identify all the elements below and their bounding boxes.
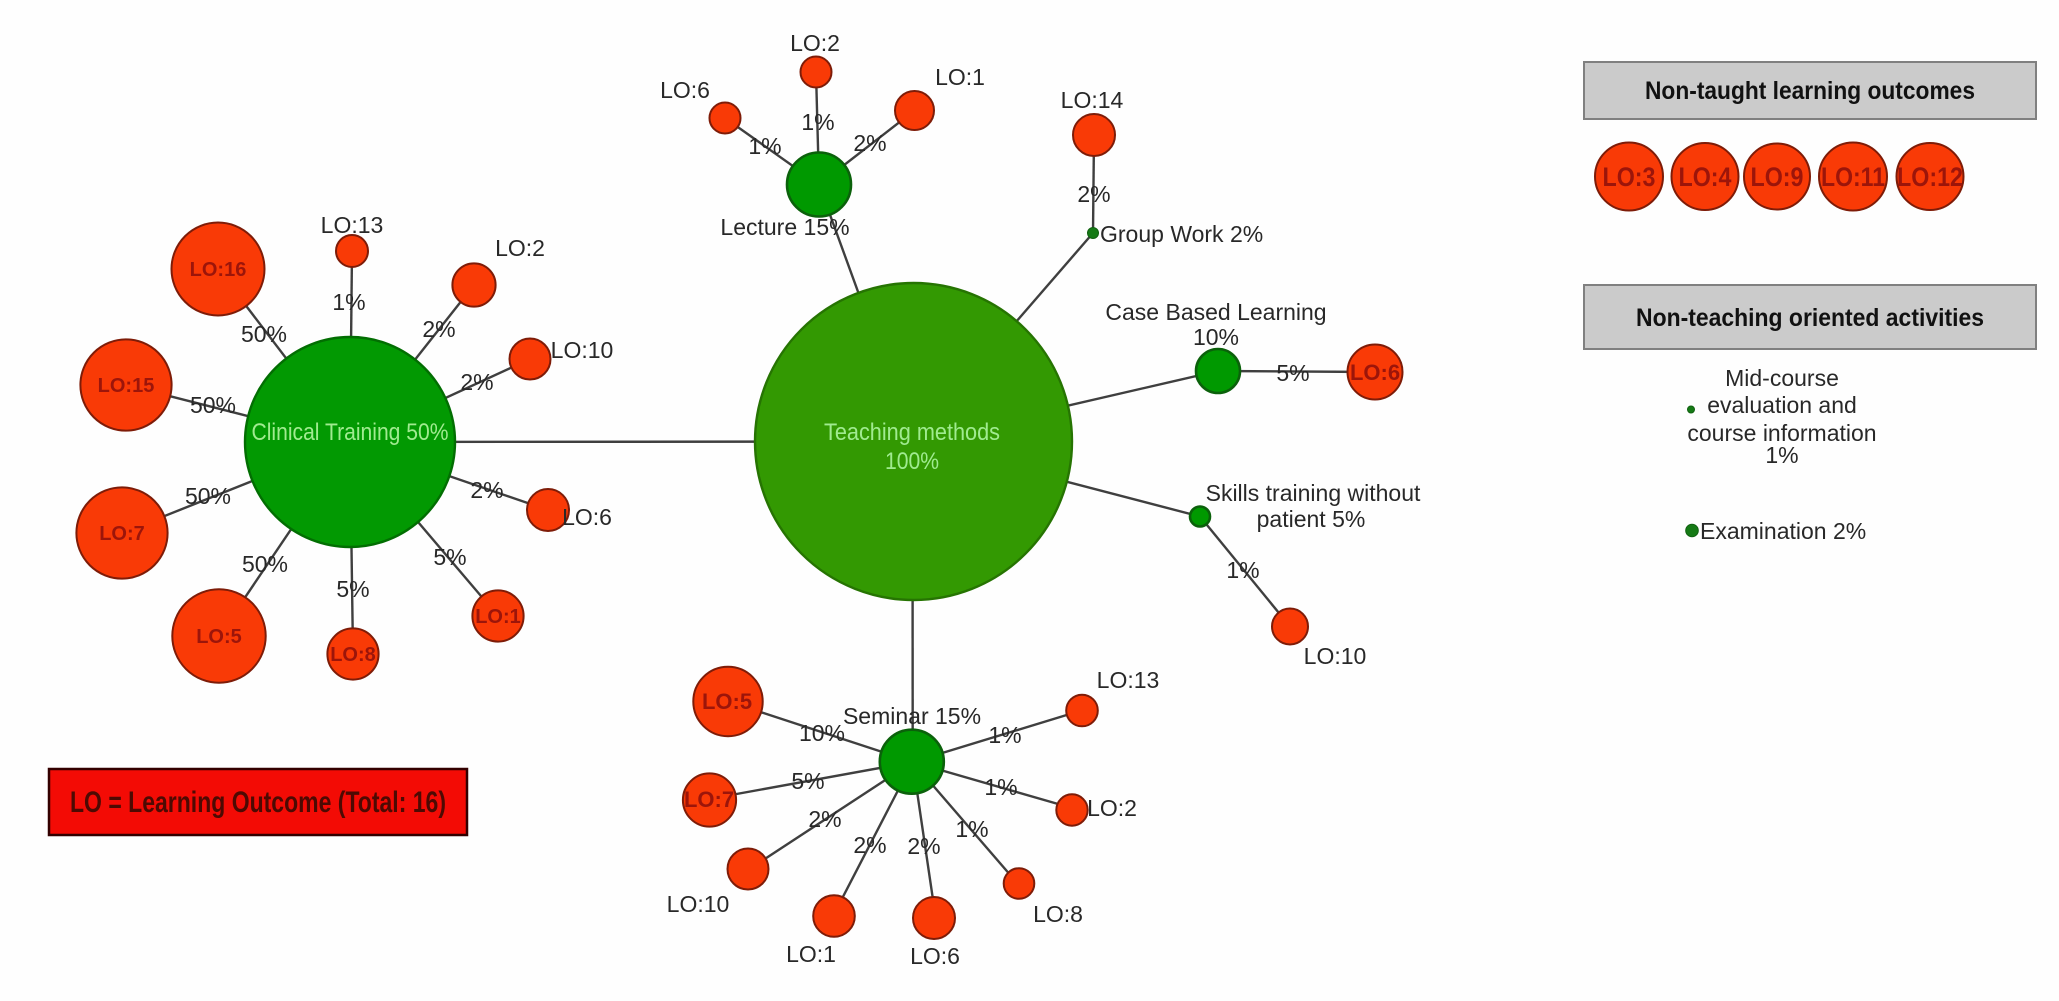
svg-text:LO:6: LO:6 <box>1350 360 1400 385</box>
svg-text:Skills training without: Skills training without <box>1206 480 1421 506</box>
svg-text:LO:1: LO:1 <box>786 941 836 967</box>
svg-text:LO:3: LO:3 <box>1603 162 1656 192</box>
svg-text:5%: 5% <box>433 544 466 570</box>
svg-text:course information: course information <box>1687 420 1876 446</box>
svg-text:5%: 5% <box>791 768 824 794</box>
svg-text:LO:7: LO:7 <box>99 523 145 545</box>
svg-text:LO:15: LO:15 <box>98 375 155 397</box>
svg-text:LO:4: LO:4 <box>1679 162 1732 192</box>
svg-text:LO:5: LO:5 <box>702 689 752 714</box>
svg-text:LO:7: LO:7 <box>684 787 734 812</box>
svg-text:LO:6: LO:6 <box>910 943 960 969</box>
svg-text:2%: 2% <box>460 369 493 395</box>
svg-text:1%: 1% <box>984 774 1017 800</box>
svg-text:1%: 1% <box>332 289 365 315</box>
svg-text:LO:14: LO:14 <box>1061 87 1124 113</box>
svg-text:LO:8: LO:8 <box>330 644 376 666</box>
svg-text:2%: 2% <box>853 832 886 858</box>
svg-text:Non-taught learning outcomes: Non-taught learning outcomes <box>1645 77 1975 105</box>
svg-text:Clinical Training 50%: Clinical Training 50% <box>252 419 449 446</box>
svg-text:Mid-course: Mid-course <box>1725 365 1839 391</box>
svg-text:LO:10: LO:10 <box>1304 643 1367 669</box>
svg-text:50%: 50% <box>190 392 236 418</box>
svg-text:50%: 50% <box>185 483 231 509</box>
svg-text:LO:11: LO:11 <box>1821 162 1885 192</box>
svg-text:1%: 1% <box>1765 442 1798 468</box>
svg-text:1%: 1% <box>801 109 834 135</box>
svg-text:1%: 1% <box>955 816 988 842</box>
svg-text:1%: 1% <box>1226 557 1259 583</box>
svg-text:100%: 100% <box>885 448 939 475</box>
svg-text:5%: 5% <box>336 576 369 602</box>
svg-text:Seminar 15%: Seminar 15% <box>843 703 981 729</box>
svg-text:10%: 10% <box>799 720 845 746</box>
svg-text:LO:2: LO:2 <box>790 30 840 56</box>
svg-text:Non-teaching oriented activiti: Non-teaching oriented activities <box>1636 304 1984 332</box>
svg-text:2%: 2% <box>422 316 455 342</box>
svg-text:2%: 2% <box>1077 181 1110 207</box>
svg-text:LO:6: LO:6 <box>562 504 612 530</box>
svg-text:LO:2: LO:2 <box>495 235 545 261</box>
svg-text:Case Based Learning: Case Based Learning <box>1105 299 1326 325</box>
svg-text:LO:12: LO:12 <box>1897 162 1963 192</box>
svg-text:LO = Learning Outcome (Total:: LO = Learning Outcome (Total: 16) <box>70 786 446 819</box>
svg-text:LO:9: LO:9 <box>1751 162 1804 192</box>
svg-text:LO:10: LO:10 <box>551 337 614 363</box>
svg-text:LO:2: LO:2 <box>1087 795 1137 821</box>
svg-text:Group Work 2%: Group Work 2% <box>1100 221 1263 247</box>
svg-text:2%: 2% <box>853 130 886 156</box>
svg-text:2%: 2% <box>470 477 503 503</box>
svg-text:LO:1: LO:1 <box>935 64 985 90</box>
svg-text:10%: 10% <box>1193 324 1239 350</box>
svg-text:50%: 50% <box>241 321 287 347</box>
svg-text:LO:1: LO:1 <box>475 606 521 628</box>
svg-text:50%: 50% <box>242 551 288 577</box>
svg-text:LO:6: LO:6 <box>660 77 710 103</box>
svg-text:1%: 1% <box>748 133 781 159</box>
svg-text:Lecture 15%: Lecture 15% <box>720 214 849 240</box>
svg-text:LO:16: LO:16 <box>190 259 247 281</box>
svg-text:LO:10: LO:10 <box>667 891 730 917</box>
svg-text:2%: 2% <box>907 833 940 859</box>
svg-text:1%: 1% <box>988 722 1021 748</box>
svg-text:LO:13: LO:13 <box>321 212 384 238</box>
svg-text:5%: 5% <box>1276 360 1309 386</box>
svg-text:Teaching methods: Teaching methods <box>824 419 1000 446</box>
svg-text:LO:8: LO:8 <box>1033 901 1083 927</box>
svg-text:evaluation and: evaluation and <box>1707 392 1857 418</box>
svg-text:Examination 2%: Examination 2% <box>1700 518 1866 544</box>
svg-text:patient 5%: patient 5% <box>1257 506 1366 532</box>
svg-text:LO:5: LO:5 <box>196 626 242 648</box>
svg-text:LO:13: LO:13 <box>1097 667 1160 693</box>
svg-text:2%: 2% <box>808 806 841 832</box>
